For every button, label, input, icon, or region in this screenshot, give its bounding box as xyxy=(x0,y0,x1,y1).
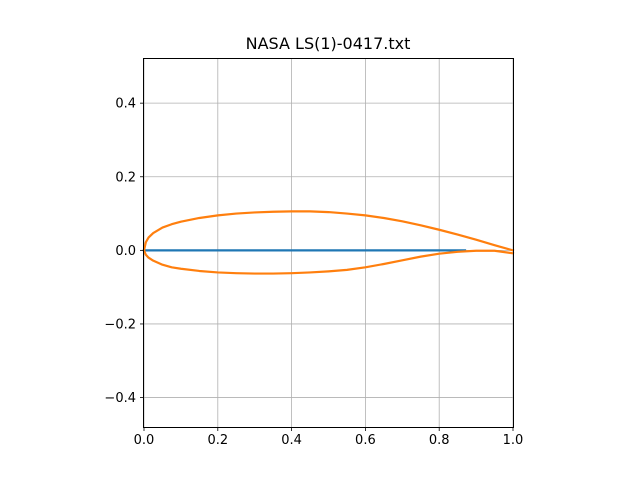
x-tick-label: 0.8 xyxy=(429,433,450,448)
y-tick-label: 0.4 xyxy=(115,97,136,112)
y-tick-label: 0.0 xyxy=(115,244,136,259)
plot-frame xyxy=(143,58,514,428)
x-tick-label: 0.6 xyxy=(355,433,376,448)
series-group xyxy=(142,210,515,275)
series-line-lower-surface xyxy=(142,248,515,275)
axis-ticks: 0.0 0.2 0.4 0.6 0.8 1.0 0.4 0.2 0.0 −0.2 −0.4 xyxy=(104,97,523,448)
chart-title: NASA LS(1)-0417.txt xyxy=(246,34,411,53)
x-tick-label: 1.0 xyxy=(503,433,524,448)
series-line-upper-surface xyxy=(142,210,515,252)
x-tick-label: 0.2 xyxy=(207,433,228,448)
y-tick-label: 0.2 xyxy=(115,170,136,185)
x-tick-label: 0.0 xyxy=(134,433,155,448)
x-tick-label: 0.4 xyxy=(281,433,302,448)
y-tick-label: −0.2 xyxy=(104,317,136,332)
y-tick-label: −0.4 xyxy=(104,391,136,406)
